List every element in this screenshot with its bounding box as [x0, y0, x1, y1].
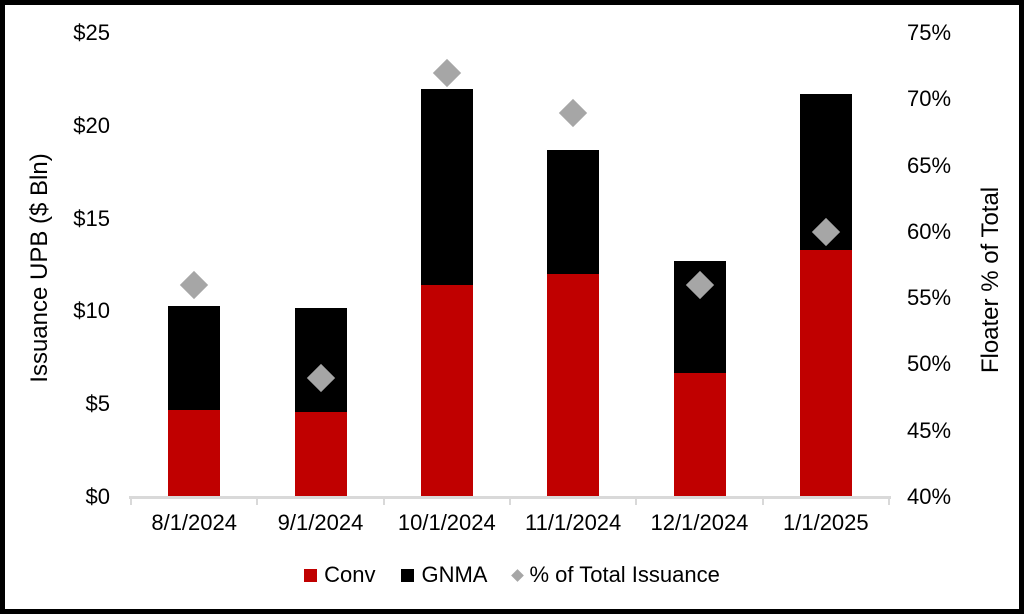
x-axis-tick-mark [888, 496, 890, 505]
pct-of-total-diamond-marker [180, 270, 209, 300]
legend-label-pct-of-total: % of Total Issuance [529, 562, 720, 587]
bar-segment-conv [168, 409, 221, 497]
conv-square-icon [304, 568, 318, 582]
pct-diamond-icon [511, 568, 525, 582]
bar-segment-conv [673, 372, 726, 497]
x-axis-category-label: 10/1/2024 [397, 510, 496, 535]
x-axis-tick-mark [635, 496, 638, 505]
gnma-square-icon [401, 568, 415, 582]
right-axis-tick-label: 75% [907, 20, 952, 45]
bar-segment-conv [420, 285, 473, 497]
left-axis-tick-label: $20 [73, 112, 110, 138]
x-axis-category-label: 12/1/2024 [650, 510, 749, 535]
bar-segment-gnma [294, 307, 347, 412]
legend-label-gnma: GNMA [421, 562, 488, 587]
legend-item-gnma: GNMA [401, 562, 487, 588]
bar-segment-gnma [547, 149, 600, 275]
left-axis-tick-label: $15 [73, 205, 110, 231]
x-axis-category-label: 8/1/2024 [151, 510, 237, 535]
left-axis-tick-label: $5 [85, 391, 110, 417]
right-axis-tick-label: 70% [907, 86, 952, 112]
right-axis-tick-label: 60% [907, 218, 952, 244]
x-axis-tick-mark [256, 496, 259, 505]
left-axis-tick-label: $10 [73, 298, 110, 324]
x-axis-category-label: 11/1/2024 [525, 510, 622, 535]
legend: Conv GNMA % of Total Issuance [0, 559, 1024, 591]
bar-segment-gnma [420, 88, 473, 286]
bar-segment-gnma [168, 305, 221, 410]
legend-item-conv: Conv [304, 562, 375, 588]
x-axis-tick-mark [130, 496, 132, 505]
pct-of-total-diamond-marker [559, 98, 588, 127]
x-axis-tick-mark [382, 496, 385, 505]
x-axis-tick-mark [509, 496, 511, 505]
right-axis-tick-label: 40% [907, 484, 952, 509]
right-axis-tick-label: 65% [907, 152, 952, 178]
x-axis-tick-mark [761, 496, 764, 505]
x-axis-category-label: 9/1/2024 [277, 510, 364, 535]
legend-item-pct-of-total: % of Total Issuance [511, 562, 720, 588]
bar-segment-conv [547, 274, 600, 497]
right-axis-tick-label: 50% [907, 351, 952, 377]
right-axis-tick-label: 45% [907, 417, 952, 443]
pct-of-total-diamond-marker [432, 58, 461, 87]
bar-segment-conv [294, 411, 347, 497]
left-axis-tick-label: $0 [85, 484, 110, 509]
right-axis-tick-label: 55% [907, 285, 952, 311]
x-axis-category-label: 1/1/2025 [783, 510, 869, 535]
legend-label-conv: Conv [324, 562, 376, 587]
bar-segment-conv [799, 250, 852, 497]
left-axis-tick-label: $25 [73, 20, 110, 45]
